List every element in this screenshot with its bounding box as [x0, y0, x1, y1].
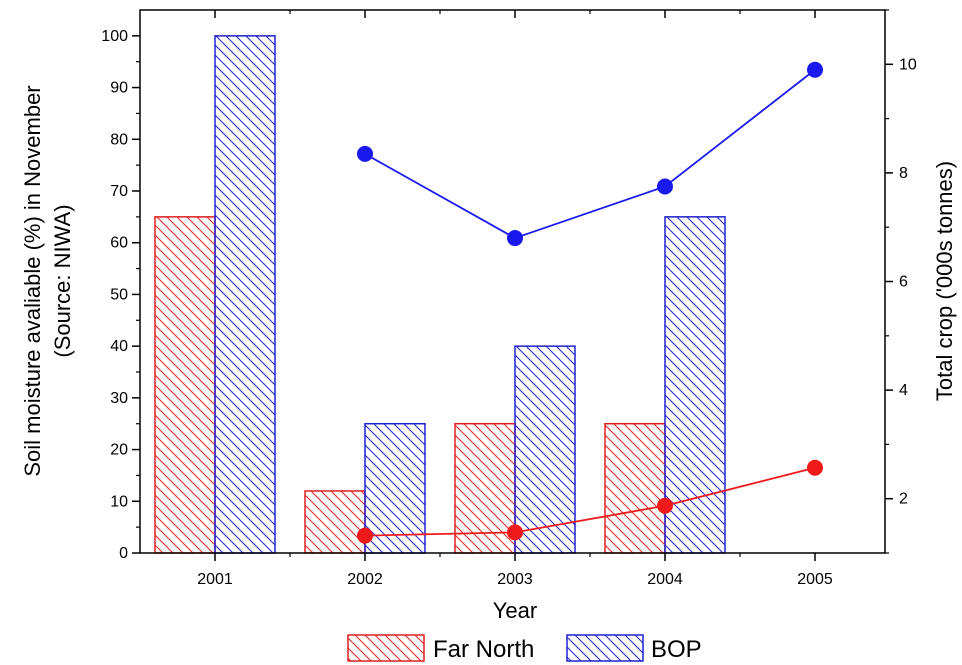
- point-far-north-2002: [357, 527, 373, 544]
- x-tick-label-2001: 2001: [197, 571, 233, 588]
- point-far-north-2005: [807, 459, 823, 476]
- y-left-tick-label-90: 90: [110, 80, 128, 97]
- legend-label-far-north: Far North: [433, 636, 534, 663]
- bar-far-north-2003: [454, 422, 516, 554]
- point-far-north-2003: [507, 524, 523, 541]
- point-bop-2003: [507, 230, 523, 247]
- bar-bop-2003: [514, 345, 576, 554]
- x-tick-label-2003: 2003: [497, 571, 533, 588]
- y-left-axis-title-line2: (Source: NIWA): [50, 204, 75, 357]
- x-axis-title: Year: [493, 598, 537, 623]
- line-far-north: [364, 466, 816, 537]
- y-right-axis-title: Total crop ('000s tonnes): [932, 161, 957, 401]
- bar-far-north-2004: [604, 422, 666, 554]
- y-left-tick-label-60: 60: [110, 235, 128, 252]
- y-left-tick-label-0: 0: [119, 545, 128, 562]
- y-left-tick-label-70: 70: [110, 183, 128, 200]
- legend: Far North BOP: [347, 634, 702, 663]
- line-bop: [364, 69, 816, 240]
- bar-bop-2004: [664, 216, 726, 554]
- y-right-tick-label-4: 4: [899, 382, 908, 399]
- point-bop-2004: [657, 178, 673, 195]
- legend-label-bop: BOP: [651, 636, 702, 663]
- y-right-tick-label-10: 10: [899, 56, 917, 73]
- x-tick-label-2005: 2005: [797, 571, 833, 588]
- legend-swatch-bop: [566, 634, 644, 662]
- bar-bop-2001: [214, 35, 276, 554]
- point-bop-2005: [807, 61, 823, 78]
- y-right-tick-label-6: 6: [899, 274, 908, 291]
- y-right-tick-label-8: 8: [899, 165, 908, 182]
- bar-far-north-2002: [304, 490, 366, 554]
- x-tick-label-2002: 2002: [347, 571, 383, 588]
- bar-far-north-2001: [154, 216, 216, 554]
- y-left-tick-label-100: 100: [101, 28, 128, 45]
- y-right-tick-label-2: 2: [899, 491, 908, 508]
- x-tick-label-2004: 2004: [647, 571, 683, 588]
- point-bop-2002: [357, 145, 373, 162]
- y-left-tick-label-80: 80: [110, 131, 128, 148]
- point-far-north-2004: [657, 497, 673, 514]
- y-left-tick-label-10: 10: [110, 493, 128, 510]
- y-left-tick-label-40: 40: [110, 338, 128, 355]
- y-left-tick-label-30: 30: [110, 390, 128, 407]
- bar-bop-2002: [364, 422, 426, 554]
- y-left-tick-label-20: 20: [110, 442, 128, 459]
- y-left-tick-label-50: 50: [110, 286, 128, 303]
- legend-swatch-far-north: [347, 634, 425, 662]
- y-left-axis-title-line1: Soil moisture avaliable (%) in November: [20, 85, 45, 476]
